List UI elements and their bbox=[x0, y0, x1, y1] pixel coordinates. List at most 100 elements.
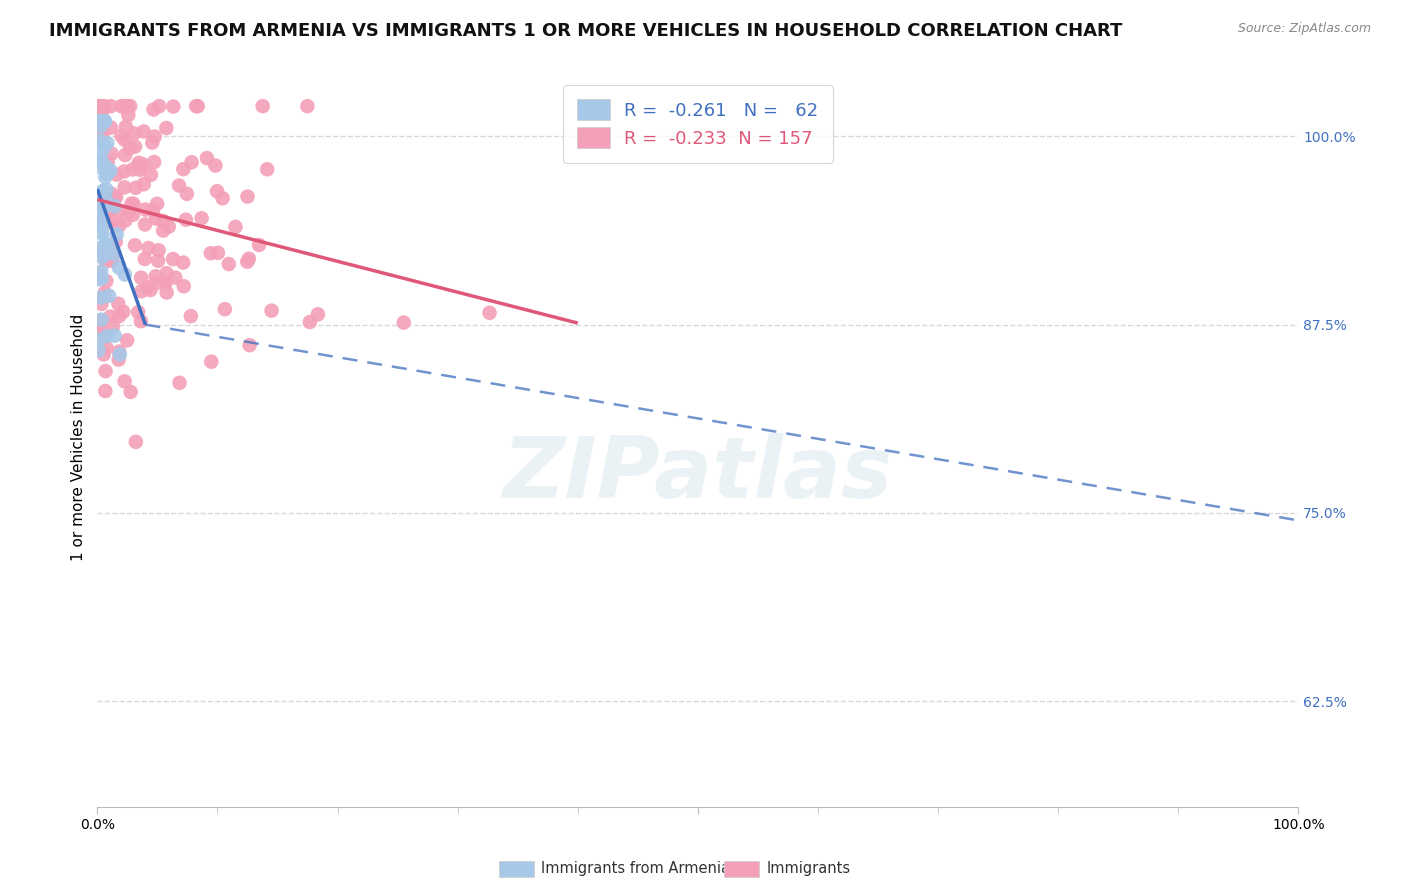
Y-axis label: 1 or more Vehicles in Household: 1 or more Vehicles in Household bbox=[72, 314, 86, 561]
Point bbox=[124, 238, 146, 252]
Point bbox=[97, 215, 120, 229]
Point bbox=[94, 190, 117, 204]
Point bbox=[134, 202, 156, 217]
Point bbox=[236, 254, 259, 268]
Point bbox=[105, 227, 128, 242]
Point bbox=[172, 162, 194, 177]
Point bbox=[114, 268, 136, 282]
Point bbox=[103, 199, 125, 213]
Point bbox=[90, 99, 112, 113]
Point bbox=[90, 114, 112, 128]
Point bbox=[89, 196, 111, 211]
Point bbox=[125, 181, 148, 195]
Point bbox=[114, 99, 136, 113]
Point bbox=[214, 302, 236, 317]
Point bbox=[98, 203, 121, 218]
Point bbox=[139, 283, 162, 297]
Point bbox=[91, 114, 114, 128]
Point bbox=[115, 334, 138, 348]
Point bbox=[121, 196, 143, 211]
Point bbox=[89, 160, 111, 174]
Point bbox=[152, 214, 174, 228]
Point bbox=[155, 266, 177, 280]
Point bbox=[114, 148, 136, 162]
Point bbox=[96, 182, 118, 196]
Point bbox=[114, 213, 136, 227]
Point bbox=[146, 196, 169, 211]
Point bbox=[97, 238, 120, 252]
Point bbox=[155, 121, 177, 136]
Point bbox=[100, 99, 122, 113]
Point bbox=[118, 203, 141, 218]
Point bbox=[101, 253, 124, 268]
Text: IMMIGRANTS FROM ARMENIA VS IMMIGRANTS 1 OR MORE VEHICLES IN HOUSEHOLD CORRELATIO: IMMIGRANTS FROM ARMENIA VS IMMIGRANTS 1 … bbox=[49, 22, 1122, 40]
Point bbox=[110, 99, 132, 113]
Point bbox=[187, 99, 209, 113]
Point bbox=[96, 341, 118, 355]
Point bbox=[94, 236, 117, 251]
Point bbox=[96, 136, 118, 150]
Point bbox=[97, 166, 120, 180]
Point bbox=[100, 146, 122, 161]
Point bbox=[121, 208, 143, 222]
Point bbox=[89, 194, 111, 209]
Point bbox=[169, 376, 191, 390]
Point bbox=[101, 252, 124, 266]
Text: Source: ZipAtlas.com: Source: ZipAtlas.com bbox=[1237, 22, 1371, 36]
Point bbox=[218, 257, 240, 271]
Point bbox=[108, 219, 131, 233]
Point bbox=[186, 99, 208, 113]
Point bbox=[107, 203, 129, 218]
Point bbox=[90, 153, 112, 167]
Point bbox=[138, 241, 160, 255]
Text: Immigrants: Immigrants bbox=[766, 862, 851, 876]
Point bbox=[239, 338, 262, 352]
Point bbox=[127, 305, 149, 319]
Point bbox=[87, 153, 110, 168]
Point bbox=[211, 191, 233, 205]
Point bbox=[128, 156, 150, 170]
Point bbox=[105, 168, 128, 182]
Point bbox=[90, 291, 112, 305]
Point bbox=[89, 99, 111, 113]
Point bbox=[100, 248, 122, 262]
Point bbox=[87, 209, 110, 223]
Point bbox=[392, 316, 415, 330]
Point bbox=[156, 285, 179, 300]
Point bbox=[91, 244, 114, 259]
Point bbox=[91, 114, 114, 128]
Point bbox=[136, 280, 159, 294]
Point bbox=[91, 114, 114, 128]
Point bbox=[94, 384, 117, 398]
Point bbox=[260, 303, 283, 318]
Point bbox=[87, 114, 110, 128]
Point bbox=[96, 329, 118, 343]
Point bbox=[120, 384, 142, 399]
Point bbox=[91, 137, 114, 152]
Point bbox=[87, 343, 110, 358]
Point bbox=[117, 99, 139, 113]
Point bbox=[132, 124, 155, 138]
Point bbox=[100, 163, 122, 178]
Point bbox=[131, 285, 153, 299]
Point bbox=[120, 203, 142, 218]
Point bbox=[112, 164, 135, 178]
Point bbox=[238, 252, 260, 266]
Point bbox=[176, 186, 198, 201]
Point bbox=[129, 270, 152, 285]
Point bbox=[180, 155, 202, 169]
Point bbox=[87, 213, 110, 227]
Point bbox=[93, 99, 115, 113]
Point bbox=[139, 168, 162, 182]
Point bbox=[145, 211, 167, 226]
Point bbox=[87, 199, 110, 213]
Point bbox=[165, 270, 187, 285]
Point bbox=[128, 159, 150, 173]
Legend: R =  -0.261   N =   62, R =  -0.233  N = 157: R = -0.261 N = 62, R = -0.233 N = 157 bbox=[562, 85, 832, 162]
Point bbox=[146, 253, 169, 268]
Point bbox=[90, 320, 112, 334]
Point bbox=[94, 254, 117, 268]
Point bbox=[207, 245, 229, 260]
Point bbox=[157, 219, 180, 234]
Point bbox=[87, 202, 110, 217]
